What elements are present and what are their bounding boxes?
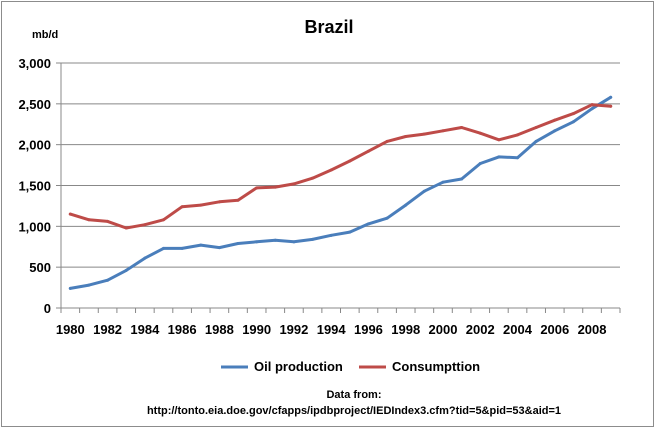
data-point [180, 246, 184, 250]
x-tick-label: 1990 [242, 322, 271, 337]
data-point [609, 95, 613, 99]
data-point [161, 246, 165, 250]
data-point [404, 203, 408, 207]
data-point [87, 283, 91, 287]
x-tick-label: 2004 [503, 322, 533, 337]
data-point [236, 241, 240, 245]
y-tick-label: 2,500 [18, 97, 51, 112]
data-point [385, 139, 389, 143]
data-point [199, 203, 203, 207]
x-tick-label: 1980 [56, 322, 85, 337]
x-tick-label: 1998 [391, 322, 420, 337]
legend-label-oil-production: Oil production [254, 359, 343, 374]
data-point [273, 185, 277, 189]
data-point [106, 219, 110, 223]
data-point [273, 238, 277, 242]
data-point [516, 133, 520, 137]
data-point [553, 118, 557, 122]
x-tick-label: 2002 [466, 322, 495, 337]
data-point [180, 205, 184, 209]
data-point [366, 222, 370, 226]
source-title: Data from: [326, 389, 381, 401]
data-point [329, 233, 333, 237]
data-point [571, 112, 575, 116]
data-point [516, 156, 520, 160]
data-point [366, 149, 370, 153]
data-point [292, 240, 296, 244]
data-point [292, 182, 296, 186]
data-point [87, 218, 91, 222]
y-axis-unit-label: mb/d [32, 29, 58, 41]
legend: Oil production Consumpttion [221, 359, 480, 374]
series-lines [68, 95, 613, 290]
data-point [311, 237, 315, 241]
data-point [460, 126, 464, 130]
data-point [478, 161, 482, 165]
data-point [422, 189, 426, 193]
y-tick-label: 2,000 [18, 138, 51, 153]
series-line-consumption [68, 103, 613, 230]
data-point [311, 176, 315, 180]
data-point [236, 198, 240, 202]
data-point [553, 129, 557, 133]
x-tick-label: 1986 [168, 322, 197, 337]
x-tick-label: 1996 [354, 322, 383, 337]
y-tick-label: 1,500 [18, 179, 51, 194]
data-point [609, 104, 613, 108]
data-point [441, 129, 445, 133]
data-point [217, 246, 221, 250]
source-url: http://tonto.eia.doe.gov/cfapps/ipdbproj… [147, 405, 561, 417]
data-point [497, 155, 501, 159]
data-point [143, 223, 147, 227]
x-tick-label: 1988 [205, 322, 234, 337]
data-point [124, 268, 128, 272]
x-tick-label: 2000 [429, 322, 458, 337]
data-point [68, 286, 72, 290]
data-point [404, 135, 408, 138]
x-tick-label: 1992 [279, 322, 308, 337]
y-tick-label: 0 [44, 301, 51, 316]
data-point [478, 131, 482, 135]
data-point [348, 230, 352, 234]
series-line-oil-production [68, 95, 613, 290]
y-tick-label: 500 [29, 260, 51, 275]
data-point [348, 159, 352, 163]
data-point [106, 278, 110, 282]
data-point [385, 216, 389, 220]
y-axis-ticks: 0 500 1,000 1,500 2,000 2,500 3,000 [18, 56, 61, 316]
data-point [460, 177, 464, 181]
x-tick-label: 1984 [130, 322, 160, 337]
data-point [217, 200, 221, 204]
data-point [571, 120, 575, 124]
gridlines [61, 62, 620, 268]
data-point [534, 126, 538, 130]
data-point [161, 218, 165, 222]
data-point [329, 168, 333, 172]
x-tick-label: 2006 [540, 322, 569, 337]
data-point [441, 180, 445, 184]
data-point [143, 256, 147, 260]
x-tick-label: 1994 [317, 322, 347, 337]
data-point [422, 132, 426, 136]
data-point [199, 243, 203, 247]
data-point [590, 107, 594, 111]
legend-label-consumption: Consumpttion [392, 359, 480, 374]
y-tick-label: 3,000 [18, 56, 51, 71]
x-tick-label: 1982 [93, 322, 122, 337]
data-point [255, 186, 259, 190]
y-tick-label: 1,000 [18, 219, 51, 234]
data-point [590, 103, 594, 107]
data-point [497, 138, 501, 142]
chart-title: Brazil [304, 17, 353, 37]
x-axis-ticks: 1980 1982 1984 1986 1988 1990 1992 1994 1996 1998… [56, 308, 621, 337]
data-point [124, 226, 128, 230]
data-point [255, 240, 259, 244]
data-point [534, 139, 538, 143]
data-point [68, 212, 72, 216]
x-tick-label: 2008 [578, 322, 607, 337]
